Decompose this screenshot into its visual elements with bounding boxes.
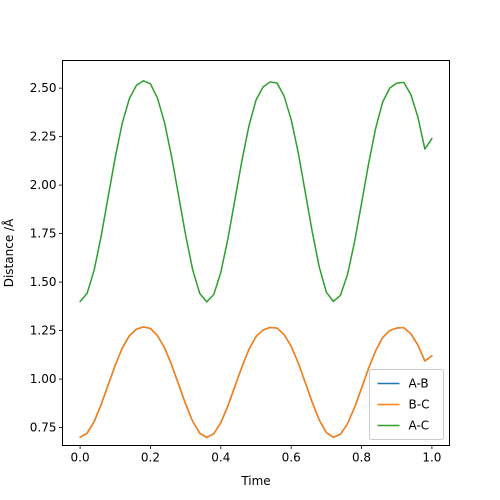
x-tick-label: 0.8 [352, 451, 371, 465]
x-tick-label: 0.2 [141, 451, 160, 465]
x-axis: 0.0 0.2 0.4 0.6 0.8 1.0 [71, 445, 441, 465]
y-tick-label: 1.25 [30, 324, 57, 338]
y-tick-label: 1.50 [30, 275, 57, 289]
plot-lines [79, 80, 433, 439]
x-axis-title: Time [240, 474, 270, 488]
y-tick-label: 2.25 [30, 130, 57, 144]
y-tick-label: 2.50 [30, 81, 57, 95]
x-tick-label: 0.0 [71, 451, 90, 465]
x-tick-label: 1.0 [422, 451, 441, 465]
series-line-a-c [79, 80, 433, 303]
legend-label-a-c: A-C [409, 419, 430, 433]
y-tick-label: 1.00 [30, 372, 57, 386]
legend-box [369, 369, 444, 440]
legend-label-a-b: A-B [409, 377, 429, 391]
legend: A-B B-C A-C [369, 369, 444, 440]
y-axis-title: Distance /Å [1, 218, 16, 287]
y-tick-label: 1.75 [30, 227, 57, 241]
axes-frame [62, 60, 450, 446]
y-tick-label: 0.75 [30, 421, 57, 435]
x-tick-label: 0.6 [282, 451, 301, 465]
legend-label-b-c: B-C [409, 398, 430, 412]
x-tick-label: 0.4 [211, 451, 230, 465]
series-line-b-c [79, 326, 433, 439]
y-tick-label: 2.00 [30, 178, 57, 192]
y-axis: 0.75 1.00 1.25 1.50 1.75 2.00 2.25 2.50 [30, 81, 63, 435]
